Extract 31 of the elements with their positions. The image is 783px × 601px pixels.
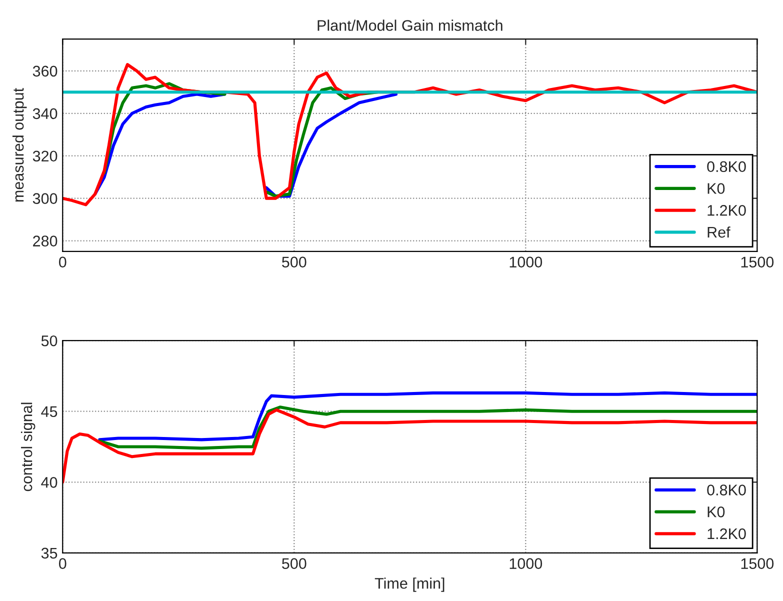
legend-label: Ref — [708, 226, 730, 238]
y-axis-title: measured output — [12, 88, 27, 202]
y-tick-label: 340 — [32, 108, 58, 120]
line-series — [98, 406, 758, 450]
legend-label: 0.8K0 — [707, 161, 746, 172]
x-tick-label: 1000 — [510, 558, 542, 570]
y-axis-title: control signal — [20, 402, 36, 492]
line-series — [62, 408, 758, 484]
x-tick-label: 0 — [58, 256, 66, 268]
legend-label: K0 — [708, 183, 725, 194]
y-tick-label: 40 — [41, 477, 58, 488]
x-tick-label: 0 — [58, 558, 66, 570]
x-tick-label: 1500 — [741, 256, 774, 268]
legend-label: K0 — [708, 506, 725, 518]
y-tick-label: 35 — [41, 548, 58, 559]
legend-label: 1.2K0 — [708, 528, 746, 540]
x-tick-label: 500 — [282, 558, 306, 570]
x-tick-label: 1000 — [510, 256, 542, 268]
y-tick-label: 320 — [32, 150, 58, 162]
legend-label: 1.2K0 — [708, 204, 746, 216]
x-tick-label: 1500 — [741, 558, 774, 570]
chart-title: Plant/Model Gain mismatch — [318, 20, 502, 31]
y-tick-label: 45 — [41, 406, 58, 418]
line-series — [98, 391, 758, 442]
y-tick-label: 50 — [41, 335, 58, 346]
y-tick-label: 360 — [32, 66, 58, 77]
x-axis-title: Time [min] — [374, 578, 444, 592]
legend-label: 0.8K0 — [707, 484, 746, 496]
x-tick-label: 500 — [282, 256, 306, 268]
y-tick-label: 280 — [33, 236, 58, 246]
y-tick-label: 300 — [32, 193, 58, 204]
